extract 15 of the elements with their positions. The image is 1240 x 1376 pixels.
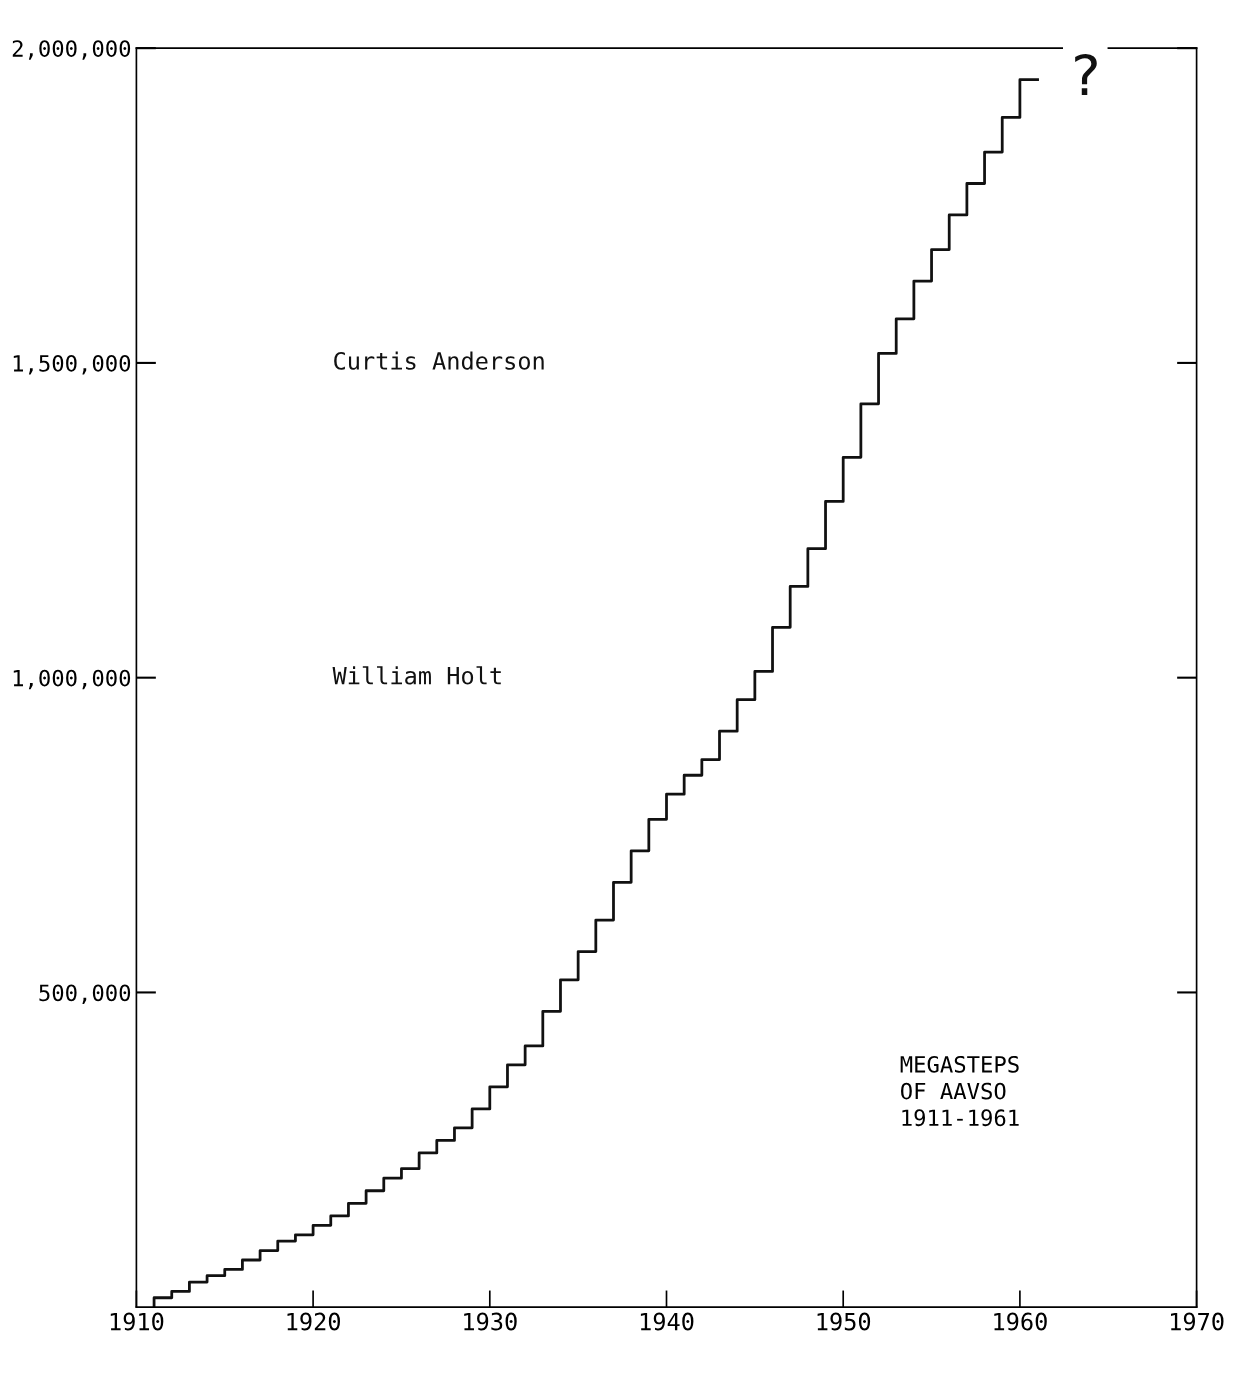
x-tick-label: 1940 (640, 1312, 694, 1331)
annotation: Curtis Anderson (334, 351, 544, 370)
x-tick-label: 1950 (817, 1312, 871, 1331)
annotation: ? (1075, 53, 1097, 96)
x-tick-label: 1920 (287, 1312, 340, 1331)
y-tick-label: 1,500,000 (13, 354, 131, 375)
text: MEGASTEPS OF AAVSO 1911-1961 (900, 1055, 1019, 1127)
y-tick-label: 2,000,000 (12, 40, 131, 60)
y-tick-label: 1,000,000 (13, 669, 131, 690)
x-tick-label: 1960 (994, 1312, 1047, 1331)
x-tick-label: 1930 (464, 1312, 517, 1331)
x-tick-label: 1910 (110, 1312, 164, 1331)
annotation: William Holt (332, 666, 501, 685)
y-tick-label: 500,000 (39, 984, 131, 1005)
x-tick-label: 1970 (1171, 1312, 1224, 1331)
